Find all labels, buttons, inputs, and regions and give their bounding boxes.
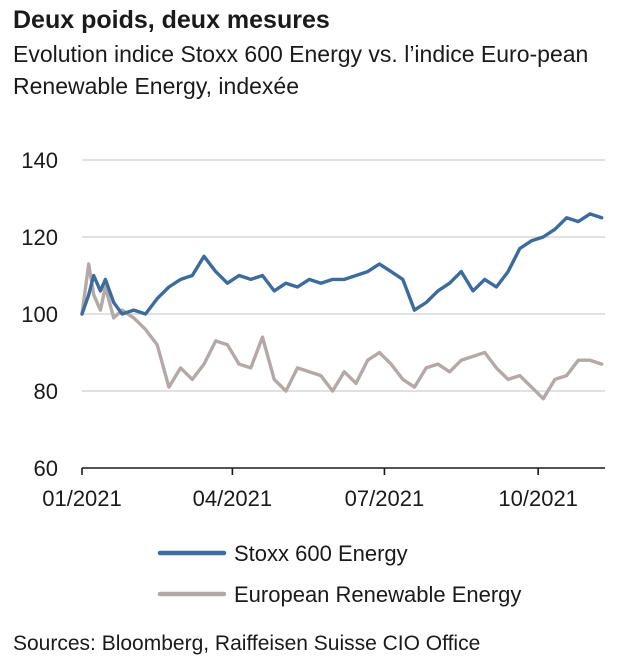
series-line-1: [80, 262, 604, 401]
y-tick-label: 80: [34, 379, 58, 404]
y-tick-label: 60: [34, 456, 58, 481]
x-tick-label: 10/2021: [498, 486, 578, 511]
y-axis-tick-labels: 60 80 100 120 140: [21, 148, 58, 481]
y-tick-label: 140: [21, 148, 58, 173]
grid-lines: [82, 159, 605, 392]
legend-item: European Renewable Energy: [157, 582, 521, 607]
x-axis: 01/2021 04/2021 07/2021 10/2021: [42, 467, 605, 511]
series-line-0: [80, 212, 604, 316]
chart-title: Deux poids, deux mesures: [13, 6, 330, 34]
y-tick-label: 120: [21, 225, 58, 250]
series-lines: [80, 212, 604, 401]
chart-subtitle: Evolution indice Stoxx 600 Energy vs. l’…: [13, 41, 589, 99]
legend: Stoxx 600 Energy European Renewable Energ…: [157, 541, 521, 607]
line-chart: 60 80 100 120 140 01/2021 04/2021 07/2021 10/20…: [21, 148, 605, 607]
source-note: Sources: Bloomberg, Raiffeisen Suisse CI…: [13, 632, 481, 655]
legend-label: European Renewable Energy: [234, 582, 521, 607]
y-tick-label: 100: [21, 302, 58, 327]
x-tick-label: 07/2021: [345, 486, 425, 511]
x-tick-label: 01/2021: [42, 486, 122, 511]
x-tick-label: 04/2021: [193, 486, 273, 511]
legend-item: Stoxx 600 Energy: [157, 541, 408, 566]
legend-label: Stoxx 600 Energy: [234, 541, 408, 566]
